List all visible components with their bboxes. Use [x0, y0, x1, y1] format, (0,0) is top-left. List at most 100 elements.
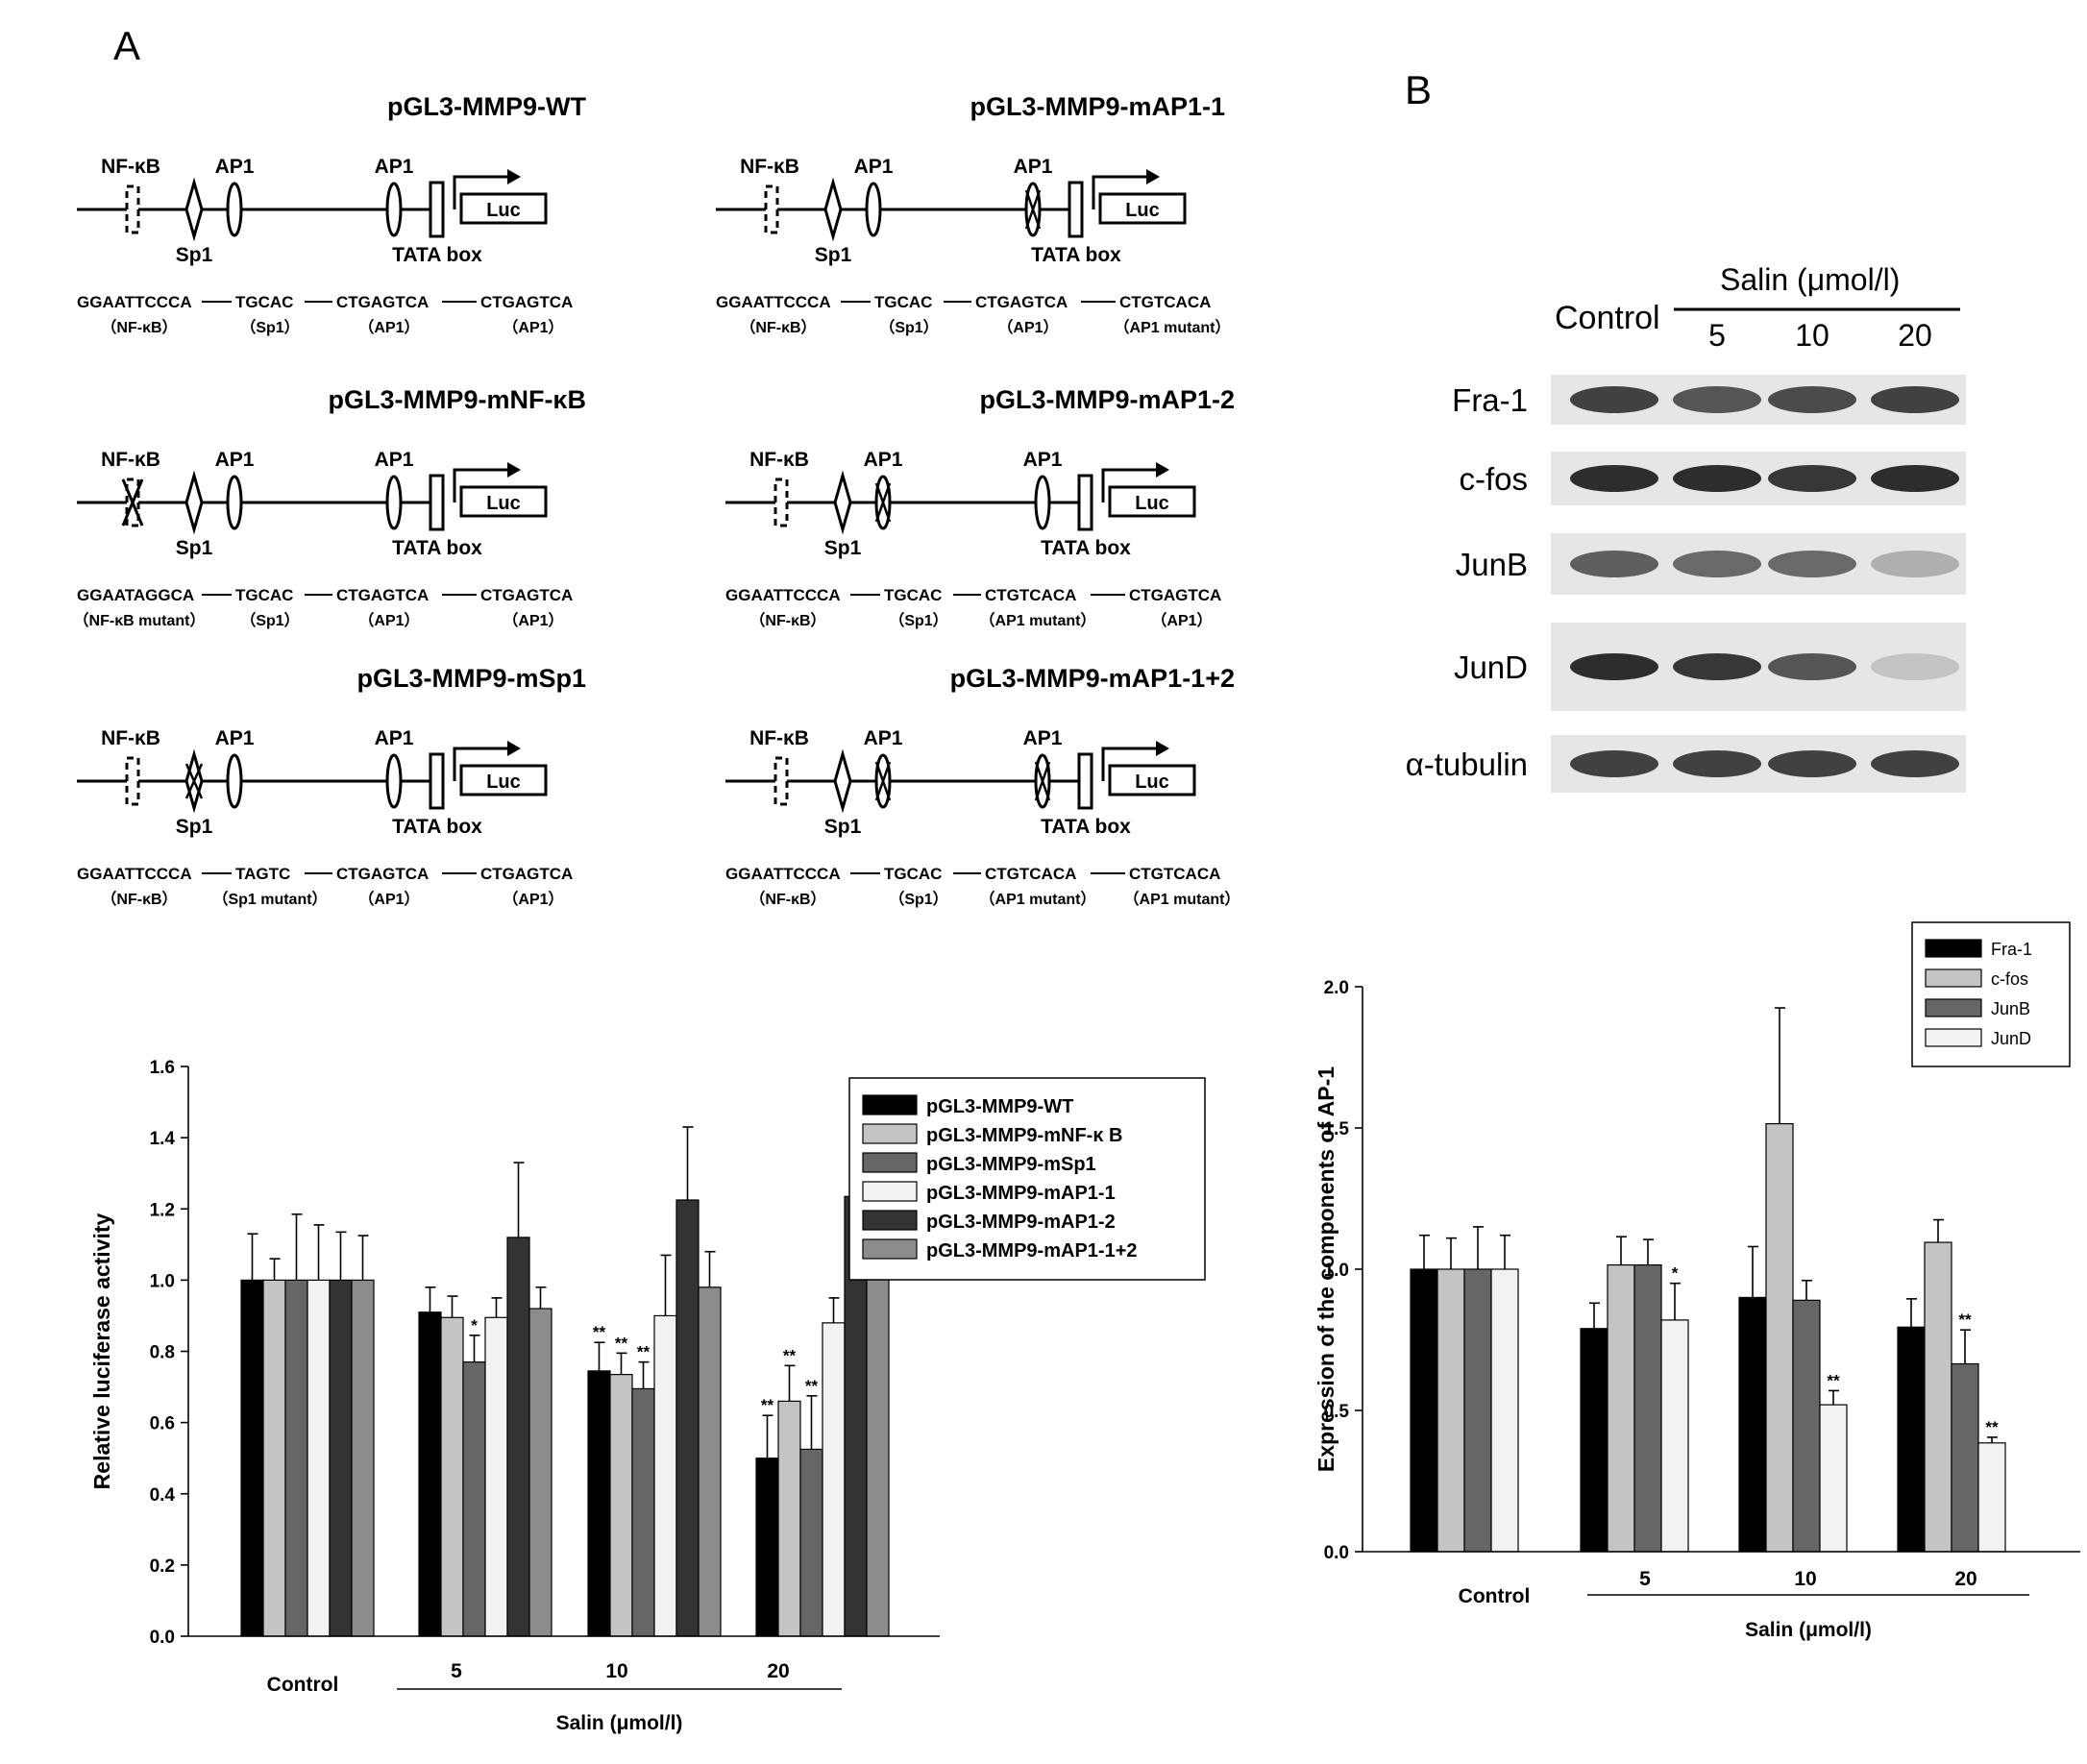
bar: [1977, 1442, 2006, 1553]
sp1-site-label: Sp1: [824, 537, 862, 559]
panel-a-label: A: [113, 23, 140, 68]
ap1-site-label: AP1: [375, 449, 414, 471]
construct-diagram: pGL3-MMP9-mNF-κB NF-κB Sp1 AP1 AP1 TATA box Lu…: [74, 385, 586, 629]
panel-b-label: B: [1405, 67, 1432, 112]
legend-entry: pGL3-MMP9-mAP1-2: [926, 1212, 1116, 1233]
legend-entry: JunB: [1991, 999, 2030, 1018]
legend-swatch: [862, 1238, 918, 1260]
blot-band: [1768, 465, 1856, 492]
x-category-label: 20: [767, 1660, 789, 1682]
ap1-site-distal: [1034, 475, 1051, 530]
bar: [418, 1311, 442, 1637]
site-sequence-label: （NF-κB）: [749, 612, 825, 629]
luciferase-activity-chart: * **** ********0.00.20.40.60.81.01.21.41.6…: [89, 1058, 1206, 1734]
ap1-site-label: AP1: [215, 156, 255, 178]
arrow-head: [507, 169, 521, 184]
bar: [698, 1286, 722, 1637]
bar: [1792, 1299, 1821, 1553]
significance-mark: **: [761, 1396, 774, 1414]
significance-mark: *: [1672, 1264, 1679, 1283]
ap1-site-distal: [385, 182, 403, 237]
site-sequence: CTGAGTCA: [480, 865, 573, 883]
site-sequence-label: （AP1）: [358, 891, 419, 908]
nfkb-site-label: NF-κB: [749, 449, 809, 471]
site-sequence-label: （AP1）: [503, 612, 563, 629]
bar: [262, 1279, 286, 1637]
x-category-label: Control: [267, 1674, 339, 1696]
arrow-head: [507, 462, 521, 478]
nfkb-site-label: NF-κB: [101, 449, 160, 471]
site-sequence: CTGTCACA: [1119, 293, 1211, 311]
bar: [587, 1370, 611, 1637]
y-tick-label: 1.5: [1324, 1119, 1350, 1139]
site-sequence: TGCAC: [884, 586, 942, 604]
ap1-site-label: AP1: [215, 727, 255, 749]
site-sequence: TGCAC: [235, 293, 293, 311]
blot-band: [1673, 386, 1761, 413]
bar: [1436, 1268, 1465, 1553]
site-sequence-label: （AP1）: [503, 891, 563, 908]
site-sequence-label: （NF-κB）: [101, 891, 177, 908]
bar: [1410, 1268, 1438, 1553]
luc-label: Luc: [1135, 772, 1169, 793]
blot-row-label: Fra-1: [1452, 382, 1528, 418]
construct-title: pGL3-MMP9-mSp1: [356, 664, 586, 693]
tata-box-label: TATA box: [1041, 816, 1131, 838]
x-category-label: 10: [605, 1660, 627, 1682]
bar: [755, 1458, 779, 1637]
site-sequence-label: （NF-κB）: [101, 319, 177, 336]
ap1-site-label: AP1: [1023, 727, 1063, 749]
y-tick-label: 1.4: [150, 1129, 176, 1149]
ap1-site-label: AP1: [1023, 449, 1063, 471]
bar: [1924, 1241, 1952, 1553]
bar: [528, 1308, 552, 1637]
legend-swatch: [1925, 1028, 1982, 1047]
site-sequence-label: （Sp1）: [889, 612, 947, 629]
blot-control-label: Control: [1555, 300, 1660, 336]
site-sequence: GGAATTCCCA: [725, 586, 841, 604]
bar: [653, 1314, 677, 1637]
blot-band: [1871, 465, 1959, 492]
ap1-mutation-mark: [1034, 761, 1051, 801]
ap1-mutation-mark: [874, 761, 892, 801]
site-sequence: CTGAGTCA: [480, 293, 573, 311]
bar: [440, 1316, 464, 1637]
legend-swatch: [1925, 998, 1982, 1017]
luc-label: Luc: [1125, 200, 1160, 221]
sp1-site: [833, 470, 852, 535]
luc-box: [459, 764, 548, 796]
site-sequence-label: （Sp1）: [879, 319, 938, 336]
ap1-site-label: AP1: [854, 156, 894, 178]
nfkb-site-label: NF-κB: [749, 727, 809, 749]
blot-band: [1570, 465, 1658, 492]
tata-box-label: TATA box: [1031, 244, 1121, 266]
nfkb-site: [773, 756, 789, 806]
y-tick-label: 0.4: [150, 1485, 176, 1506]
site-sequence: TGCAC: [235, 586, 293, 604]
site-sequence-label: （NF-κB）: [740, 319, 816, 336]
bar: [777, 1400, 801, 1637]
blot-band: [1871, 551, 1959, 577]
blot-band: [1871, 386, 1959, 413]
y-axis-label: Relative luciferase activity: [89, 1213, 114, 1489]
legend-swatch: [862, 1123, 918, 1144]
bar: [1607, 1263, 1635, 1553]
y-tick-label: 0.0: [150, 1628, 175, 1648]
western-blot: Control Salin (μmol/l) 5 10 20 Fra-1 c-fos JunB…: [1406, 262, 1966, 793]
site-sequence-label: （Sp1）: [240, 319, 299, 336]
site-sequence-label: （AP1）: [358, 319, 419, 336]
legend-entry: pGL3-MMP9-mSp1: [926, 1154, 1096, 1175]
blot-band: [1871, 653, 1959, 680]
transcription-start-arrow: [1092, 175, 1146, 209]
sp1-site: [184, 177, 204, 242]
site-sequence: GGAATAGGCA: [77, 586, 194, 604]
site-sequence: CTGAGTCA: [480, 586, 573, 604]
x-category-label: 20: [1954, 1568, 1977, 1590]
bar: [675, 1199, 700, 1637]
bar: [307, 1279, 331, 1637]
significance-mark: **: [805, 1377, 819, 1395]
y-axis-label: Expression of the components of AP-1: [1314, 1066, 1338, 1472]
site-sequence-label: （AP1 mutant）: [1115, 319, 1231, 336]
blot-row-label: α-tubulin: [1406, 747, 1528, 782]
site-sequence: CTGAGTCA: [336, 586, 429, 604]
